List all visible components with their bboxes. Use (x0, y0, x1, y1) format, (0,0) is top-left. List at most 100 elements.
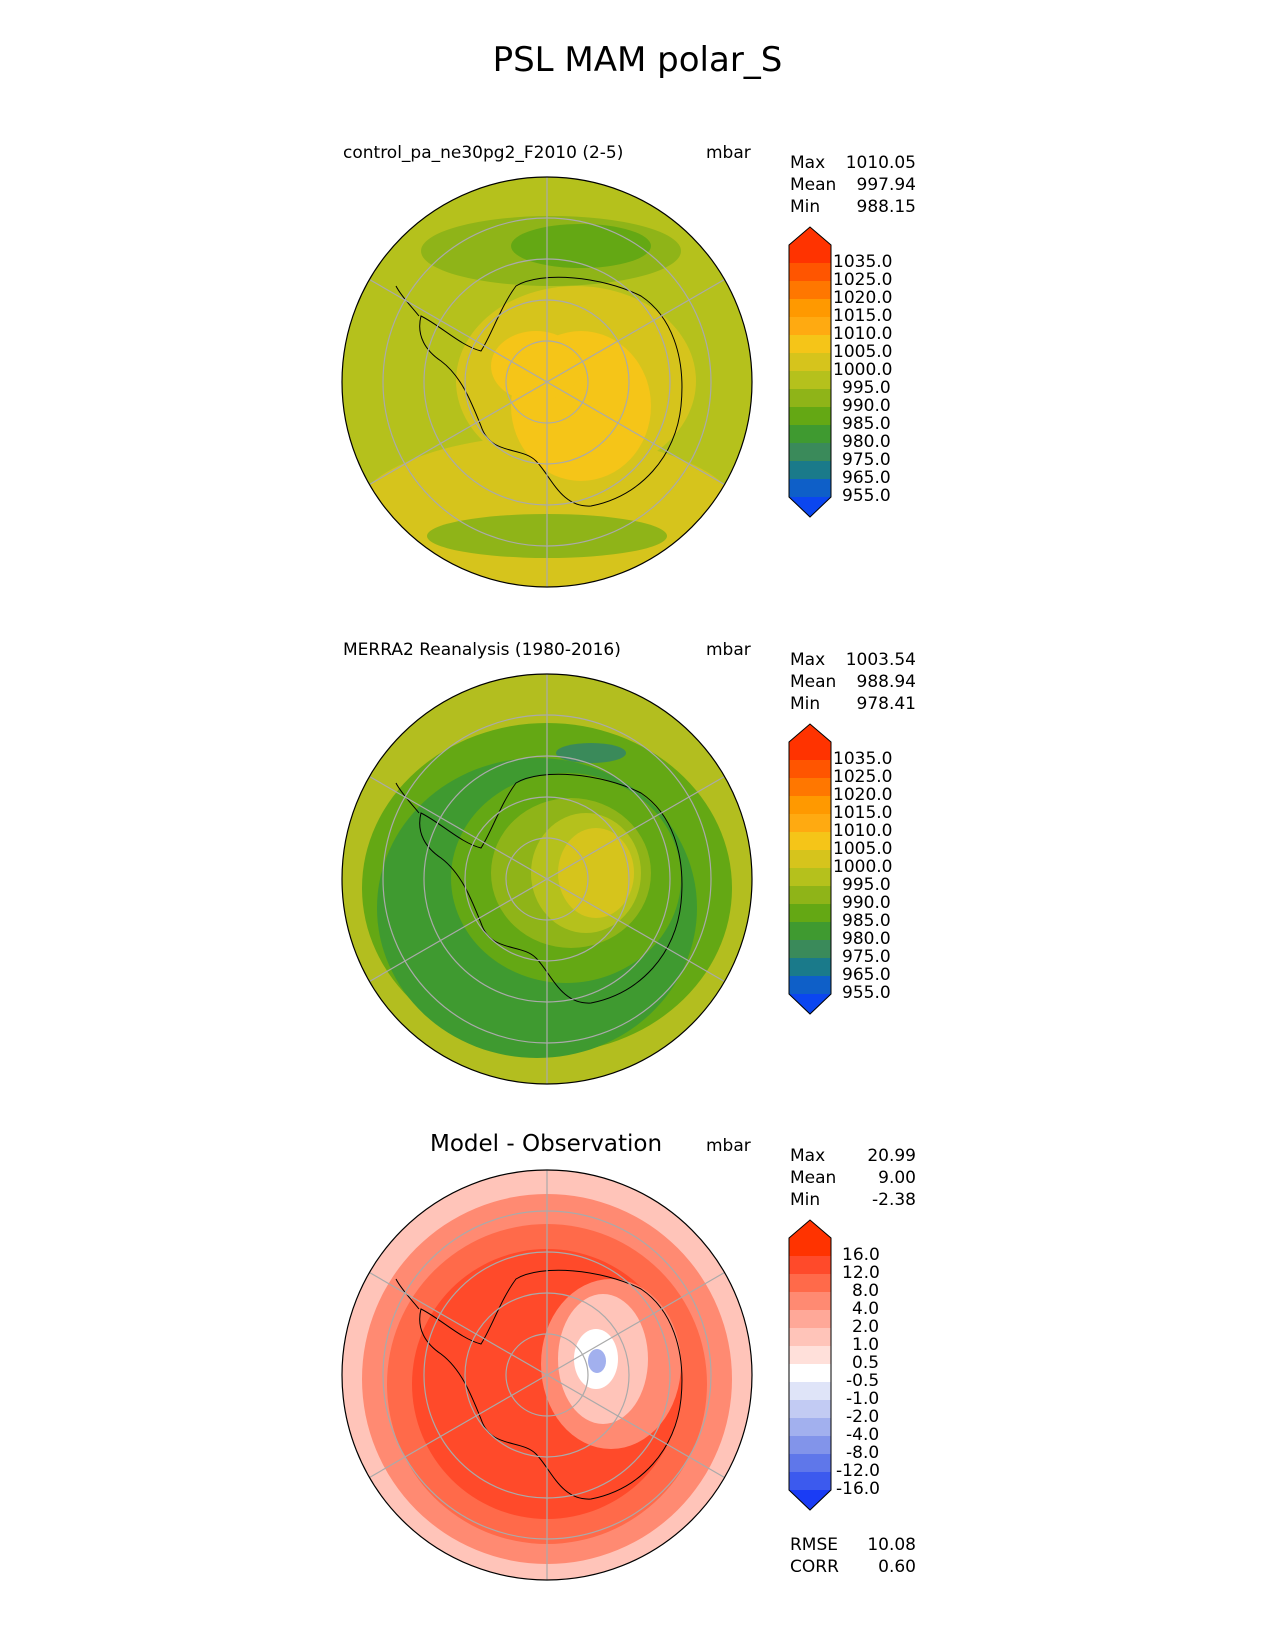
graticule (369, 177, 725, 587)
colorbar-extend-top (789, 1220, 831, 1238)
panel-stats: Max 1003.54 Mean 988.94 Min 978.41 (790, 649, 916, 715)
min-value: -2.38 (872, 1190, 916, 1210)
colorbar-tick-label: 0.5 (852, 1353, 880, 1373)
figure-title: PSL MAM polar_S (492, 40, 783, 80)
colorbar-extend-top (789, 227, 831, 245)
min-label: Min (790, 694, 821, 714)
colorbar-swatch (789, 1454, 831, 1472)
coastline (419, 276, 683, 507)
min-value: 988.15 (856, 197, 916, 217)
min-label: Min (790, 197, 821, 217)
colorbar-outline (788, 226, 832, 518)
colorbar-tick-label: -0.5 (846, 1371, 880, 1391)
colorbar-swatch (789, 1382, 831, 1400)
max-value: 20.99 (867, 1146, 916, 1166)
contour-region (491, 331, 581, 401)
colorbar-tick-label: 1010.0 (833, 324, 893, 344)
colorbar-swatch (789, 245, 831, 263)
colorbar-swatch (789, 760, 831, 778)
colorbar-swatch (789, 1472, 831, 1490)
panel-stats: Max 20.99 Mean 9.00 Min -2.38 (790, 1145, 916, 1211)
contour-region (556, 743, 626, 763)
colorbar-swatch (789, 1310, 831, 1328)
colorbar-swatch (789, 814, 831, 832)
colorbar-swatch (789, 335, 831, 353)
colorbar-tick-label: 995.0 (842, 875, 891, 895)
colorbar-tick-label: 1000.0 (833, 360, 893, 380)
colorbar-swatch (789, 425, 831, 443)
rmse-value: 10.08 (867, 1535, 916, 1555)
map-frame (341, 176, 753, 588)
colorbar-tick-label: 975.0 (842, 947, 891, 967)
colorbar-swatch (789, 904, 831, 922)
colorbar-swatch (789, 1436, 831, 1454)
colorbar-swatch (789, 940, 831, 958)
colorbar-tick-label: 965.0 (842, 965, 891, 985)
colorbar-tick-label: 1015.0 (833, 803, 893, 823)
colorbar-tick-label: -2.0 (846, 1407, 880, 1427)
max-label: Max (790, 650, 826, 670)
panel-units: mbar (706, 1136, 751, 1156)
colorbar-swatch (789, 1256, 831, 1274)
colorbar-tick-label: 965.0 (842, 468, 891, 488)
panel-units: mbar (706, 640, 751, 660)
colorbar-tick-label: 985.0 (842, 414, 891, 434)
coastline (419, 1269, 683, 1500)
colorbar-extend-bottom (789, 1490, 831, 1510)
difference-panel: Model - Observation mbar Max 20.99 Mean 9.… (0, 1114, 1275, 1604)
colorbar-swatch (789, 796, 831, 814)
contour-region (588, 1349, 606, 1373)
colorbar-swatch (789, 443, 831, 461)
colorbar-swatch (789, 479, 831, 497)
colorbar-tick-label: -8.0 (846, 1443, 880, 1463)
mean-value: 997.94 (856, 175, 916, 195)
colorbar-tick-label: 4.0 (852, 1299, 880, 1319)
colorbar-swatch (789, 1238, 831, 1256)
mean-label: Mean (790, 175, 837, 195)
mean-label: Mean (790, 672, 837, 692)
colorbar-tick-label: 8.0 (852, 1281, 880, 1301)
max-value: 1010.05 (845, 153, 916, 173)
colorbar-swatch (789, 461, 831, 479)
colorbar-tick-label: 955.0 (842, 486, 891, 506)
colorbar-tick-label: 980.0 (842, 432, 891, 452)
colorbar-tick-label: -1.0 (846, 1389, 880, 1409)
colorbar-swatch (789, 1292, 831, 1310)
colorbar-tick-label: 1015.0 (833, 306, 893, 326)
min-label: Min (790, 1190, 821, 1210)
colorbar-tick-label: 985.0 (842, 911, 891, 931)
mean-value: 9.00 (878, 1168, 916, 1188)
colorbar-outline (788, 723, 832, 1015)
max-label: Max (790, 1146, 826, 1166)
colorbar-tick-label: 1020.0 (833, 785, 893, 805)
graticule (369, 1170, 725, 1580)
colorbar-swatch (789, 371, 831, 389)
map-frame (341, 673, 753, 1085)
colorbar-tick-label: 12.0 (842, 1263, 880, 1283)
corr-value: 0.60 (878, 1557, 916, 1577)
coastline (419, 773, 683, 1004)
panel-stats: Max 1010.05 Mean 997.94 Min 988.15 (790, 152, 916, 218)
colorbar-tick-label: 955.0 (842, 983, 891, 1003)
colorbar-swatch (789, 742, 831, 760)
rmse-label: RMSE (790, 1535, 839, 1555)
colorbar-tick-label: 1.0 (852, 1335, 880, 1355)
colorbar-swatch (789, 353, 831, 371)
colorbar-tick-label: 975.0 (842, 450, 891, 470)
map-frame (341, 1169, 753, 1581)
colorbar-swatch (789, 922, 831, 940)
colorbar-swatch (789, 886, 831, 904)
colorbar-tick-label: 980.0 (842, 929, 891, 949)
panel-title: MERRA2 Reanalysis (1980-2016) (343, 640, 621, 660)
colorbar-swatch (789, 1418, 831, 1436)
model-panel: control_pa_ne30pg2_F2010 (2-5) mbar Max 1… (0, 121, 1275, 611)
colorbar (788, 226, 832, 518)
colorbar (788, 1219, 832, 1511)
colorbar-swatch (789, 299, 831, 317)
colorbar-tick-label: 1035.0 (833, 252, 893, 272)
colorbar-extend-top (789, 724, 831, 742)
polar-map (341, 1169, 753, 1581)
polar-map (341, 176, 753, 588)
polar-map (341, 673, 753, 1085)
panel-title: Model - Observation (430, 1131, 663, 1157)
